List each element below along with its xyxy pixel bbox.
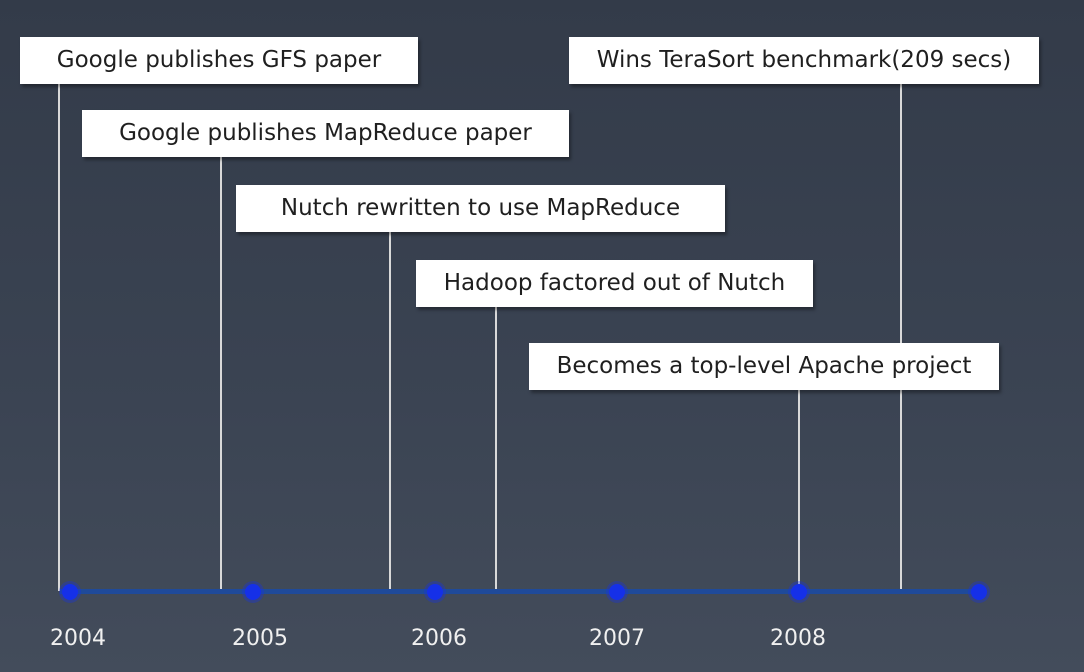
timeline-dot <box>245 584 261 600</box>
year-label-2006: 2006 <box>411 626 467 651</box>
event-nutch-rewritten: Nutch rewritten to use MapReduce <box>236 185 725 232</box>
event-mapreduce-paper: Google publishes MapReduce paper <box>82 110 569 157</box>
timeline-dot <box>62 584 78 600</box>
timeline-dot <box>609 584 625 600</box>
timeline-dot <box>427 584 443 600</box>
year-label-2005: 2005 <box>232 626 288 651</box>
timeline-dot <box>971 584 987 600</box>
event-gfs-paper: Google publishes GFS paper <box>20 37 418 84</box>
timeline-dot <box>791 584 807 600</box>
timeline-axis <box>60 589 985 594</box>
event-terasort-benchmark: Wins TeraSort benchmark(209 secs) <box>569 37 1039 84</box>
event-hadoop-factored-out: Hadoop factored out of Nutch <box>416 260 813 307</box>
event-top-level-apache: Becomes a top-level Apache project <box>529 343 999 390</box>
year-label-2007: 2007 <box>589 626 645 651</box>
year-label-2004: 2004 <box>50 626 106 651</box>
year-label-2008: 2008 <box>770 626 826 651</box>
